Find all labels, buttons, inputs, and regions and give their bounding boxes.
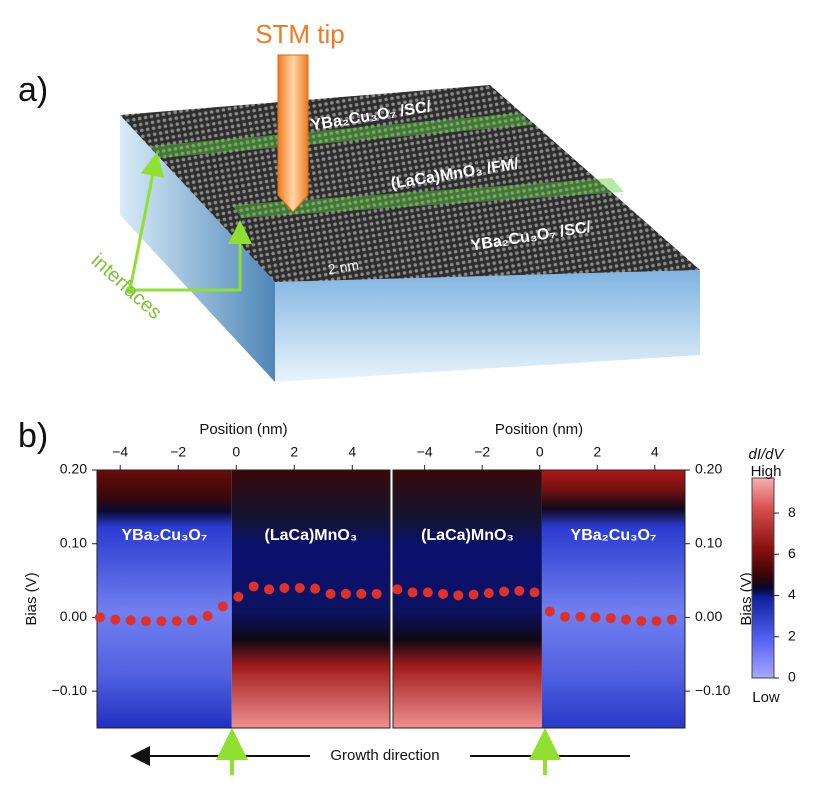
- region-label: YBa₂Cu₃O₇: [121, 527, 207, 544]
- data-point: [392, 584, 403, 595]
- data-point: [217, 601, 228, 612]
- data-point: [371, 588, 382, 599]
- y-tick-label: 0.10: [60, 534, 87, 550]
- data-point: [438, 588, 449, 599]
- region-label: YBa₂Cu₃O₇: [571, 527, 657, 544]
- data-point: [156, 616, 167, 627]
- data-point: [422, 587, 433, 598]
- x-tick-label: −4: [417, 444, 433, 460]
- colorbar-tick-label: 8: [788, 504, 796, 520]
- panel-label: b): [18, 417, 48, 455]
- data-point: [94, 612, 105, 623]
- x-axis-label: Position (nm): [495, 421, 583, 438]
- data-point: [529, 587, 540, 598]
- interface-stripe: [150, 113, 532, 158]
- data-point: [544, 606, 555, 617]
- data-point: [279, 582, 290, 593]
- colorbar-tick-label: 4: [788, 586, 796, 602]
- plot-frame: [96, 469, 391, 729]
- data-point: [407, 587, 418, 598]
- y-tick-label: 0.00: [695, 608, 722, 624]
- interfaces-label: interfaces: [87, 250, 166, 324]
- y-axis-label: Bias (V): [738, 572, 755, 625]
- data-point: [310, 583, 321, 594]
- slab-left-face: [120, 115, 275, 382]
- data-point: [264, 584, 275, 595]
- x-axis-label: Position (nm): [199, 421, 287, 438]
- data-point: [356, 588, 367, 599]
- x-tick-label: 0: [232, 444, 240, 460]
- tip-label: STM tip: [255, 19, 345, 49]
- growth-label: Growth direction: [330, 747, 439, 764]
- y-tick-label: 0.10: [695, 534, 722, 550]
- slab-top-face: [120, 85, 700, 282]
- data-point: [248, 581, 259, 592]
- data-point: [110, 614, 121, 625]
- y-tick-label: 0.20: [695, 461, 722, 477]
- region-label: (LaCa)MnO₃: [421, 527, 514, 544]
- colorbar: [751, 477, 775, 679]
- y-axis-label: Bias (V): [23, 572, 40, 625]
- data-point: [187, 615, 198, 626]
- data-point: [605, 613, 616, 624]
- x-tick-label: 4: [651, 444, 659, 460]
- data-point: [233, 591, 244, 602]
- data-point: [560, 611, 571, 622]
- data-point: [294, 582, 305, 593]
- data-point: [483, 588, 494, 599]
- colorbar-title: dI/dV: [748, 446, 785, 463]
- slab-front-face: [275, 270, 700, 382]
- x-tick-label: 4: [348, 444, 356, 460]
- data-point: [453, 590, 464, 601]
- x-tick-label: 2: [593, 444, 601, 460]
- data-point: [666, 614, 677, 625]
- interface-stripe: [232, 178, 624, 218]
- interface-arrow: [130, 220, 252, 292]
- colorbar-tick-label: 2: [788, 627, 796, 643]
- scale-bar-label: 2 nm: [327, 257, 360, 278]
- data-point: [325, 588, 336, 599]
- y-tick-label: 0.20: [60, 461, 87, 477]
- stm-tip: [277, 54, 309, 213]
- colorbar-tick-label: 6: [788, 545, 796, 561]
- data-point: [125, 615, 136, 626]
- colorbar-high: High: [751, 463, 782, 480]
- y-tick-label: −0.10: [52, 682, 88, 698]
- colorbar-low: Low: [752, 689, 780, 706]
- region-label: (LaCa)MnO₃: [265, 527, 358, 544]
- data-point: [575, 611, 586, 622]
- data-point: [651, 616, 662, 627]
- data-point: [636, 616, 647, 627]
- panel-label: a): [18, 71, 48, 109]
- heatmap-region: [97, 470, 232, 728]
- y-tick-label: 0.00: [60, 608, 87, 624]
- data-point: [590, 612, 601, 623]
- data-point: [514, 585, 525, 596]
- heatmap-region: [541, 470, 685, 728]
- data-point: [202, 610, 213, 621]
- x-tick-label: 0: [536, 444, 544, 460]
- heatmap-region: [231, 470, 390, 728]
- heatmap-region: [393, 470, 542, 728]
- x-tick-label: −4: [112, 444, 128, 460]
- colorbar-tick-label: 0: [788, 669, 796, 685]
- interface-arrow: [128, 152, 165, 291]
- y-tick-label: −0.10: [695, 682, 731, 698]
- x-tick-label: 2: [290, 444, 298, 460]
- data-point: [468, 589, 479, 600]
- data-point: [141, 616, 152, 627]
- plot-frame: [392, 469, 686, 729]
- data-point: [621, 614, 632, 625]
- data-point: [499, 586, 510, 597]
- x-tick-label: −2: [474, 444, 490, 460]
- x-tick-label: −2: [170, 444, 186, 460]
- data-point: [171, 616, 182, 627]
- data-point: [340, 588, 351, 599]
